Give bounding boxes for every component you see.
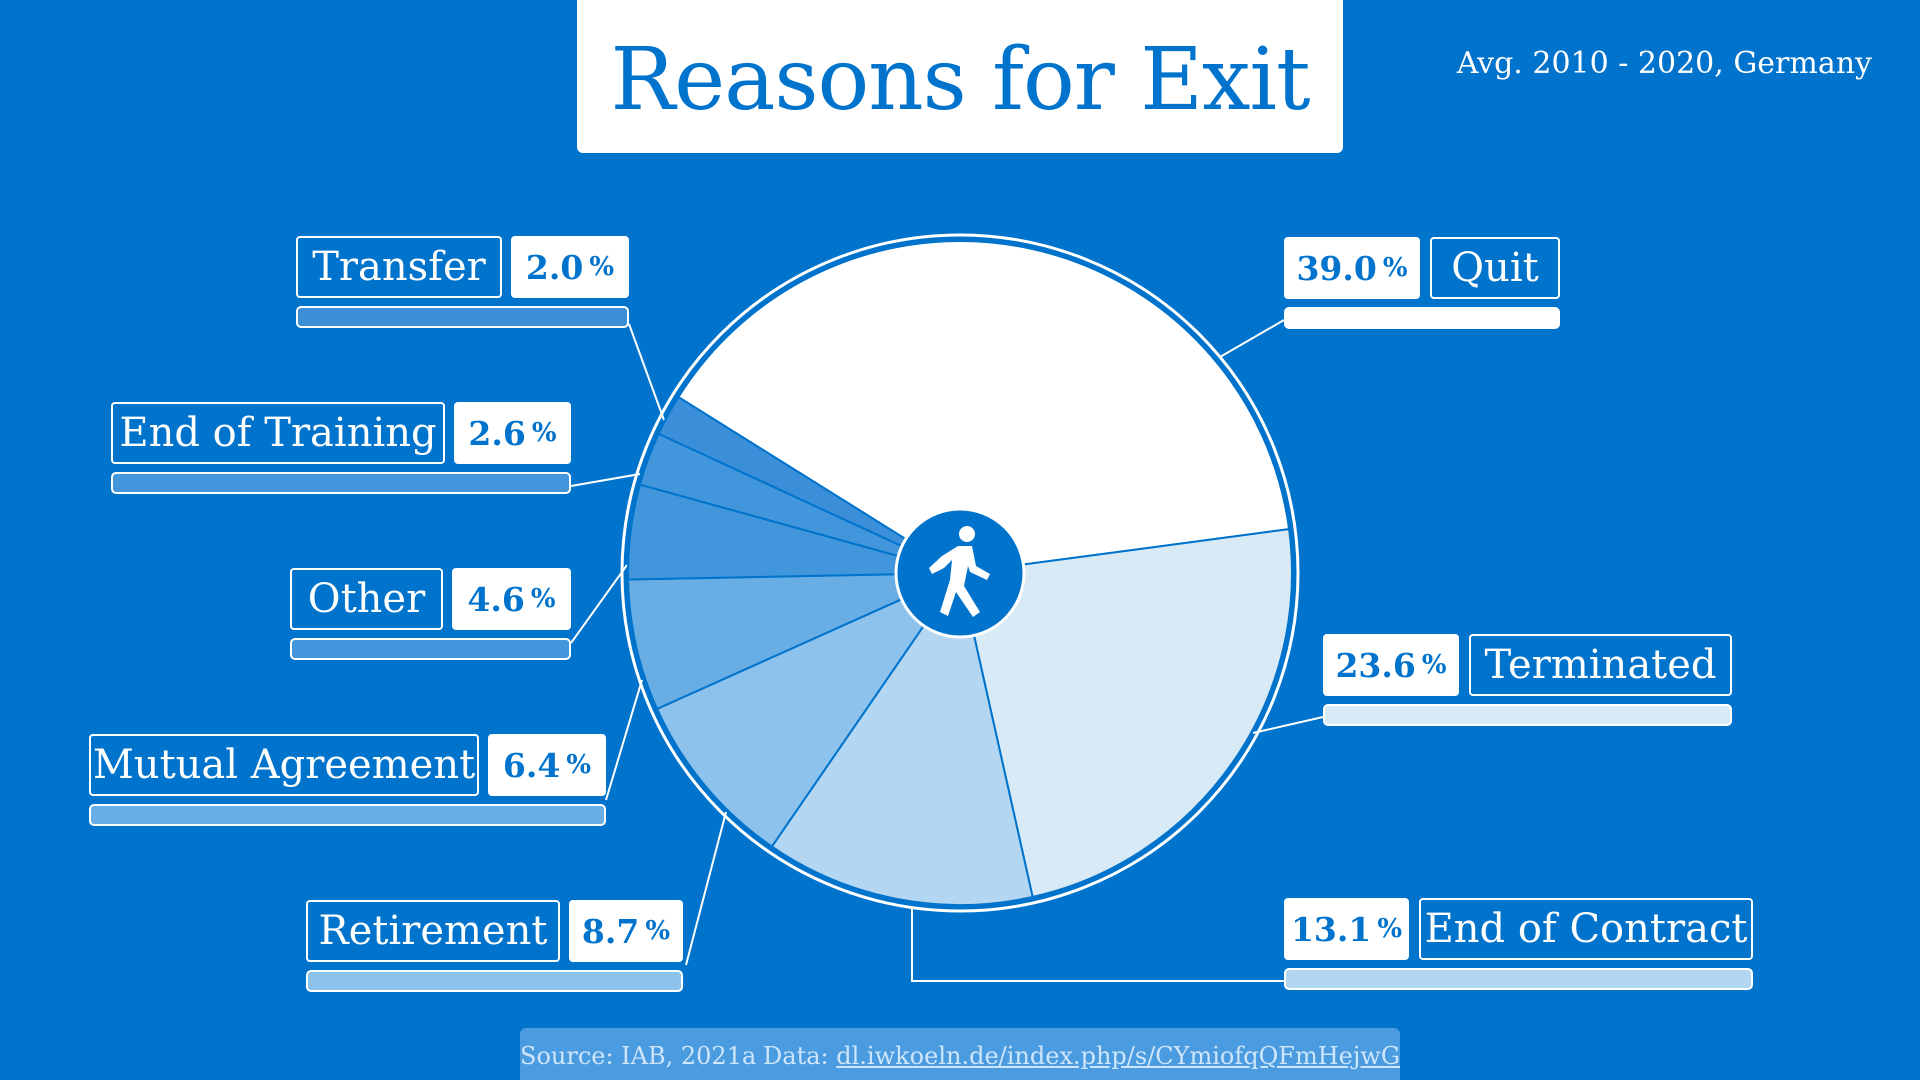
center-badge [894,507,1026,639]
leader-line-other [570,564,628,644]
slice-name-mutual-agreement: Mutual Agreement [89,734,479,796]
leader-line-mutual-agreement [605,679,643,801]
slice-value-end-of-contract: 13.1% [1284,898,1409,960]
pie-slice-transfer [657,395,961,574]
walking-person-icon [929,526,990,617]
data-link[interactable]: dl.iwkoeln.de/index.php/s/CYmiofqQFmHejw… [836,1042,1400,1070]
slice-swatch-retirement [306,970,683,992]
slice-swatch-quit [1284,307,1560,329]
source-text: Source: IAB, 2021a [520,1042,757,1070]
pie-slice-mutual-agreement [627,572,961,711]
leader-line-end-of-training [570,473,641,487]
slice-name-transfer: Transfer [296,236,502,298]
slice-value-retirement: 8.7% [569,900,683,962]
slice-name-end-of-contract: End of Contract [1419,898,1753,960]
pie-slices [620,233,1300,913]
slice-swatch-transfer [296,306,629,328]
slice-name-retirement: Retirement [306,900,560,962]
leader-line-retirement [685,811,727,966]
pie-slice-end-of-contract [770,570,1034,906]
chart-title: Reasons for Exit [610,29,1310,130]
title-box: Reasons for Exit [577,0,1343,153]
slice-value-transfer: 2.0% [511,236,629,298]
slice-value-quit: 39.0% [1284,237,1420,299]
leader-line-end-of-contract [911,908,1284,982]
slice-swatch-terminated [1323,704,1732,726]
pie-slice-quit [677,240,1291,575]
slice-swatch-end-of-contract [1284,968,1753,990]
source-footer: Source: IAB, 2021a Data: dl.iwkoeln.de/i… [520,1028,1400,1080]
slice-swatch-end-of-training [111,472,571,494]
slice-name-other: Other [290,568,443,630]
leader-line-quit [1219,319,1285,358]
slice-name-end-of-training: End of Training [111,402,445,464]
slice-name-quit: Quit [1430,237,1560,299]
slice-value-mutual-agreement: 6.4% [488,734,606,796]
chart-subtitle: Avg. 2010 - 2020, Germany [1456,46,1872,81]
leader-line-terminated [1252,716,1324,734]
leader-line-transfer [628,323,665,421]
data-label: Data: [763,1042,829,1070]
slice-value-other: 4.6% [452,568,571,630]
slice-value-terminated: 23.6% [1323,634,1459,696]
pie-outer-ring [620,233,1300,913]
pie-slice-terminated [958,527,1293,899]
slice-name-terminated: Terminated [1469,634,1732,696]
pie-slice-retirement [655,570,963,848]
slice-swatch-mutual-agreement [89,804,606,826]
leader-lines [570,319,1324,982]
slice-value-end-of-training: 2.6% [454,402,571,464]
slice-swatch-other [290,638,571,660]
